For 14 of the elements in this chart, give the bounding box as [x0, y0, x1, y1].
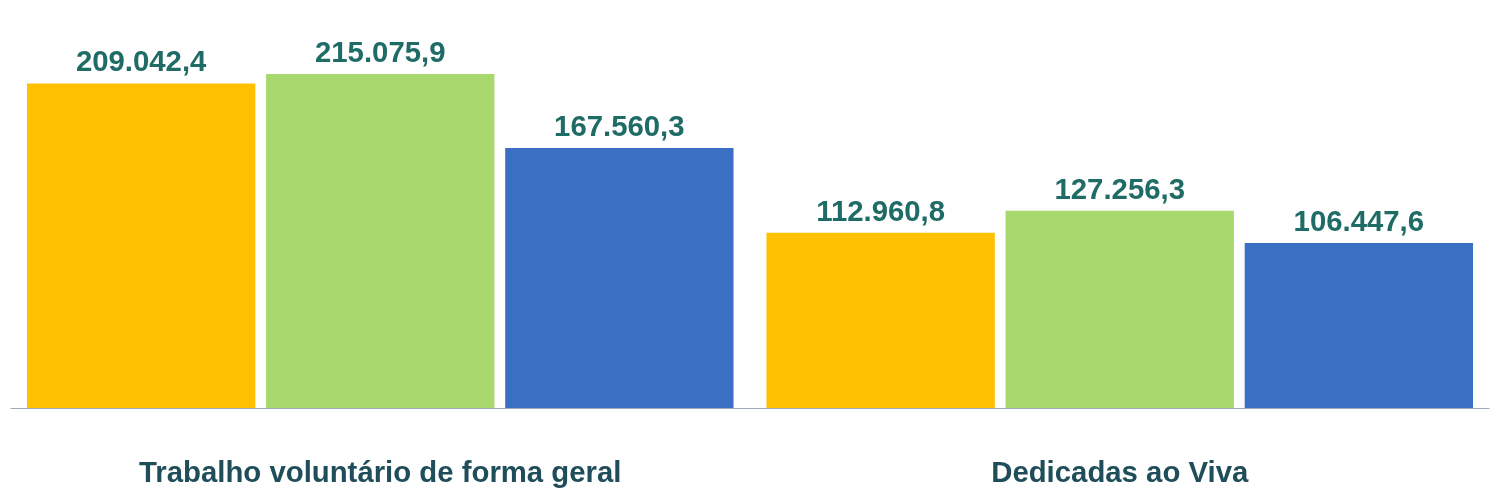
- bar: [26, 83, 256, 409]
- bar: [505, 147, 734, 409]
- x-tick-label: Trabalho voluntário de forma geral: [139, 454, 622, 488]
- bar: [1244, 242, 1474, 409]
- x-tick-label: Dedicadas ao Viva: [991, 454, 1249, 488]
- data-label: 209.042,4: [75, 44, 208, 78]
- bar: [766, 232, 995, 409]
- bar: [266, 74, 495, 409]
- bar: [1005, 210, 1234, 409]
- data-label: 106.447,6: [1293, 203, 1425, 237]
- data-label: 112.960,8: [816, 193, 946, 227]
- data-label: 127.256,3: [1054, 171, 1185, 205]
- data-label: 215.075,9: [315, 35, 446, 69]
- data-label: 167.560,3: [554, 108, 685, 142]
